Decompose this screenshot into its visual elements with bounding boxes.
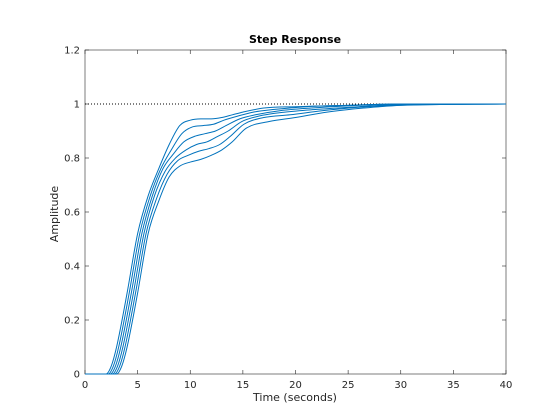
x-tick-label: 25 bbox=[342, 380, 355, 391]
x-tick-label: 15 bbox=[237, 380, 250, 391]
response-line-5 bbox=[84, 103, 507, 375]
y-tick-label: 1 bbox=[74, 100, 80, 111]
chart-title: Step Response bbox=[249, 33, 341, 46]
response-line-2 bbox=[84, 103, 506, 375]
x-tick-label: 30 bbox=[394, 380, 407, 391]
x-tick-label: 20 bbox=[289, 380, 302, 391]
y-tick-label: 1.2 bbox=[64, 46, 80, 57]
response-line-6 bbox=[84, 103, 507, 375]
response-line-3 bbox=[84, 103, 506, 375]
y-tick-label: 0.6 bbox=[64, 208, 80, 219]
x-tick-label: 35 bbox=[447, 380, 460, 391]
x-tick-label: 40 bbox=[500, 380, 513, 391]
series-group bbox=[84, 103, 507, 375]
x-axis-label: Time (seconds) bbox=[252, 391, 337, 404]
response-line-4 bbox=[84, 103, 507, 375]
x-tick-label: 0 bbox=[82, 380, 88, 391]
x-tick-label: 5 bbox=[134, 380, 140, 391]
response-line-1 bbox=[84, 103, 506, 375]
axis-ticks: 0 5 10 15 20 25 30 35 40 0 0.2 0.4 0.6 0.8 1 1.2 bbox=[64, 46, 512, 392]
y-tick-label: 0.8 bbox=[64, 154, 80, 165]
axes-box bbox=[84, 49, 507, 375]
x-tick-label: 10 bbox=[184, 380, 197, 391]
y-tick-label: 0.2 bbox=[64, 316, 80, 327]
y-axis-label: Amplitude bbox=[48, 186, 61, 243]
y-tick-label: 0.4 bbox=[64, 262, 80, 273]
y-tick-label: 0 bbox=[74, 370, 80, 381]
